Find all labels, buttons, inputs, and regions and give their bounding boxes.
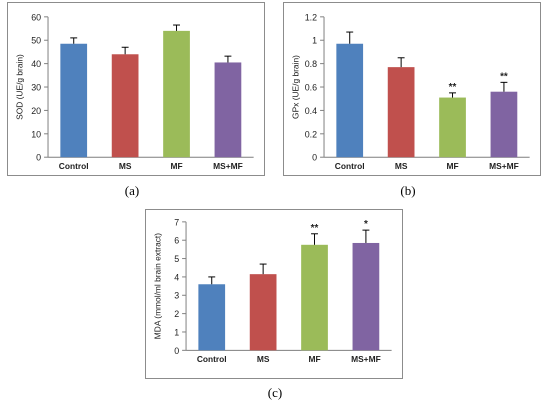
y-tick-label: 0.8 [305,59,317,69]
y-tick-label: 0 [36,153,41,163]
chart-panel-a: 0 10 20 30 40 50 60 SOD (UE/g brain) Control MS MF… [7,2,265,176]
caption-b: (b) [400,183,416,198]
chart-panel-b: 0 0.2 0.4 0.6 0.8 1 1.2 GPx (UE/g brain) Control… [283,2,541,176]
x-tick-label: MS [395,161,408,171]
significance-label: ** [500,71,508,82]
bar-chart-gpx: 0 0.2 0.4 0.6 0.8 1 1.2 GPx (UE/g brain) Control… [283,2,541,176]
y-tick-label: 0.6 [305,82,317,92]
y-tick-label: 40 [31,59,41,69]
bar-mf [163,30,190,158]
significance-label: ** [311,223,319,234]
y-tick-label: 60 [31,12,41,22]
y-tick-label: 0 [312,153,317,163]
x-tick-label: Control [335,161,365,171]
bar-control [60,43,88,158]
caption-c: (c) [267,385,283,400]
y-axis-label: SOD (UE/g brain) [14,54,24,120]
x-tick-label: MS+MF [489,161,519,171]
x-tick-label: MS+MF [351,354,381,364]
y-tick-label: 10 [31,129,41,139]
bar-ms-mf [490,91,518,158]
y-tick-label: 0.2 [305,129,317,139]
significance-label: * [364,219,368,230]
y-tick-label: 7 [174,217,179,227]
bar-mf [439,97,466,158]
y-tick-label: 4 [174,272,179,282]
x-tick-label: Control [59,161,89,171]
chart-panel-c: 0 1 2 3 4 5 6 7 MDA (mmol/ml brain extract) Contr… [145,209,403,379]
x-tick-label: Control [197,354,227,364]
y-tick-label: 5 [174,254,179,264]
x-tick-label: MS+MF [213,161,243,171]
bar-control [336,43,364,158]
y-tick-label: 1.2 [305,12,317,22]
y-axis-label: MDA (mmol/ml brain extract) [152,233,162,340]
y-tick-label: 50 [31,36,41,46]
y-tick-label: 1 [174,327,179,337]
x-tick-label: MF [308,354,320,364]
bar-chart-sod: 0 10 20 30 40 50 60 SOD (UE/g brain) Control MS MF… [7,2,265,176]
bar-mf [301,244,328,351]
y-axis-label: GPx (UE/g brain) [290,55,300,119]
y-tick-label: 6 [174,236,179,246]
bar-control [198,284,226,351]
bar-ms-mf [214,62,242,158]
bar-ms [249,274,277,351]
y-tick-label: 0.4 [305,106,317,116]
significance-label: ** [449,82,457,93]
y-tick-label: 3 [174,291,179,301]
y-tick-label: 30 [31,82,41,92]
bar-ms [387,67,415,158]
y-tick-label: 0 [174,346,179,356]
x-tick-label: MF [446,161,458,171]
y-tick-label: 1 [312,36,317,46]
y-tick-label: 2 [174,309,179,319]
y-tick-label: 20 [31,106,41,116]
x-tick-label: MF [170,161,182,171]
x-tick-label: MS [119,161,132,171]
bar-ms-mf [352,242,380,351]
caption-a: (a) [124,183,140,198]
x-tick-label: MS [257,354,270,364]
bar-chart-mda: 0 1 2 3 4 5 6 7 MDA (mmol/ml brain extract) Contr… [145,209,403,379]
bar-ms [111,54,139,158]
